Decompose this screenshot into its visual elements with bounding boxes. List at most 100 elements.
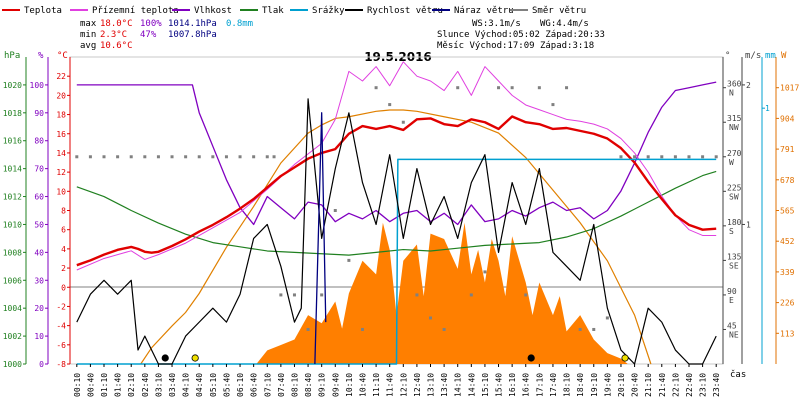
time-tick-label: 22:10 <box>671 373 680 397</box>
rain-line <box>76 158 717 365</box>
time-tick-label: 19:40 <box>603 373 612 397</box>
direction-tick-degrees: 135 <box>727 252 742 261</box>
time-tick-label: 04:10 <box>182 373 191 397</box>
time-tick-label: 02:10 <box>127 373 136 397</box>
series-layer <box>76 61 717 365</box>
time-tick-label: 14:40 <box>467 373 476 397</box>
direction-tick-compass: NW <box>729 123 739 132</box>
pressure-line <box>76 170 717 256</box>
celsius-tick-label: 22 <box>56 72 66 81</box>
time-tick-label: 20:10 <box>617 373 626 397</box>
wind-direction-point <box>605 316 609 320</box>
wind-direction-point <box>442 327 446 331</box>
sunrise-marker <box>191 354 199 362</box>
celsius-tick-label: 18 <box>56 111 66 120</box>
moonset-marker <box>161 354 169 362</box>
hpa-tick-label: 1010 <box>3 220 22 229</box>
wm2-tick-label: 339 <box>780 268 795 277</box>
time-tick-label: 03:10 <box>154 373 163 397</box>
wind-direction-point <box>483 270 487 274</box>
percent-tick-label: 80 <box>34 137 44 146</box>
time-tick-label: 00:40 <box>86 373 95 397</box>
celsius-tick-label: 12 <box>56 168 66 177</box>
legend-label-rychlost-vetru: Rychlost větru <box>367 6 443 16</box>
wind-direction-point <box>252 155 256 159</box>
wind-direction-point <box>184 155 188 159</box>
stats-moon: Měsíc Východ:17:09 Západ:3:18 <box>437 41 594 51</box>
celsius-tick-label: -8 <box>56 360 66 369</box>
wind-direction-point <box>551 103 555 107</box>
legend-label-smer-vetru: Směr větru <box>532 6 586 16</box>
wind-direction-point <box>238 155 242 159</box>
time-tick-label: 07:10 <box>263 373 272 397</box>
hpa-tick-label: 1020 <box>3 81 22 90</box>
axis-unit-hpa: hPa <box>4 51 20 61</box>
direction-tick-degrees: 180 <box>727 218 742 227</box>
wind-direction-point <box>429 316 433 320</box>
temperature-line <box>76 115 717 267</box>
wind-direction-point <box>116 155 120 159</box>
legend-label-tlak: Tlak <box>262 6 284 16</box>
wind-direction-layer <box>75 86 718 331</box>
wind-direction-point <box>143 155 147 159</box>
wind-direction-point <box>360 327 364 331</box>
stats-max-label: max <box>80 19 97 29</box>
percent-tick-label: 10 <box>34 332 44 341</box>
time-tick-label: 02:40 <box>141 373 150 397</box>
celsius-tick-label: -6 <box>56 341 66 350</box>
wind-direction-point <box>578 327 582 331</box>
wind-direction-point <box>619 155 623 159</box>
direction-tick-degrees: 270 <box>727 149 742 158</box>
wind-direction-point <box>292 293 296 297</box>
time-tick-label: 21:40 <box>658 373 667 397</box>
time-tick-label: 04:40 <box>195 373 204 397</box>
wind-direction-point <box>456 86 460 90</box>
direction-tick-compass: N <box>729 89 734 98</box>
mm-tick-label: 1 <box>765 104 770 113</box>
time-axis: 00:10 00:40 01:10 01:40 02:10 02:40 03:10 03:40… <box>73 364 721 397</box>
hpa-tick-label: 1014 <box>3 165 22 174</box>
wind-direction-point <box>592 327 596 331</box>
solar-measured-area <box>256 222 628 364</box>
direction-tick-degrees: 360 <box>727 80 742 89</box>
stats-sun: Slunce Východ:05:02 Západ:20:33 <box>437 30 605 40</box>
time-tick-label: 12:10 <box>399 373 408 397</box>
hpa-tick-label: 1008 <box>3 248 22 257</box>
time-tick-label: 12:40 <box>413 373 422 397</box>
time-tick-label: 13:40 <box>440 373 449 397</box>
time-tick-label: 05:10 <box>209 373 218 397</box>
wind-direction-point <box>497 86 501 90</box>
wind-direction-point <box>197 155 201 159</box>
wind-direction-point <box>129 155 133 159</box>
wind-direction-point <box>510 86 514 90</box>
wind-direction-point <box>565 86 569 90</box>
time-tick-label: 05:40 <box>222 373 231 397</box>
legend-label-prizemni-teplota: Přízemní teplota <box>92 6 179 16</box>
direction-tick-compass: SE <box>729 261 739 270</box>
wind-direction-point <box>687 155 691 159</box>
wind-direction-point <box>211 155 215 159</box>
time-tick-label: 03:40 <box>168 373 177 397</box>
wm2-tick-label: 678 <box>780 176 795 185</box>
wm2-tick-label: 791 <box>780 145 795 154</box>
direction-tick-degrees: 45 <box>727 321 737 330</box>
time-tick-label: 08:40 <box>304 373 313 397</box>
wind-direction-point <box>388 103 392 107</box>
wind-direction-point <box>272 155 276 159</box>
percent-tick-label: 50 <box>34 220 44 229</box>
time-tick-label: 09:40 <box>331 373 340 397</box>
stats-ws: WS:3.1m/s <box>472 19 521 29</box>
wind-direction-point <box>333 209 337 212</box>
ms-tick-label: 2 <box>746 81 751 90</box>
time-tick-label: 10:40 <box>358 373 367 397</box>
wm2-tick-label: 113 <box>780 329 795 338</box>
wm2-tick-label: 904 <box>780 114 795 123</box>
celsius-tick-label: -2 <box>56 302 66 311</box>
direction-tick-compass: E <box>729 296 734 305</box>
celsius-tick-label: 2 <box>61 264 66 273</box>
direction-tick-degrees: 225 <box>727 183 742 192</box>
celsius-tick-label: 14 <box>56 149 66 158</box>
axis-unit-celsius: °C <box>57 51 68 61</box>
ground-temperature-line <box>76 61 717 271</box>
